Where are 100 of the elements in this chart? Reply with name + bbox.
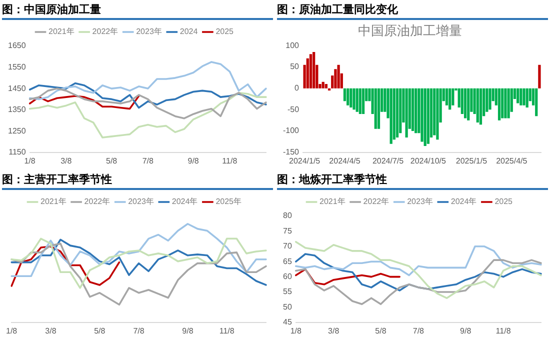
bar [405, 88, 408, 138]
x-tick-label: 2024/1/5 [288, 156, 321, 166]
y-tick-label: 0 [294, 84, 300, 93]
y-tick-label: 1550 [8, 62, 26, 72]
bar [516, 88, 520, 104]
bar [488, 88, 492, 110]
bar [322, 82, 324, 88]
legend-label: 2021年 [320, 197, 346, 206]
x-tick-label: 3/8 [328, 326, 340, 336]
y-tick-label: 60 [282, 272, 292, 282]
x-tick-label: 5/8 [94, 326, 106, 336]
bar [350, 88, 352, 108]
y-tick-label: 65 [282, 256, 292, 266]
y-tick-label: 75 [282, 226, 292, 236]
bar [411, 88, 414, 132]
bar [358, 88, 362, 114]
bar [460, 88, 464, 114]
bar [352, 88, 356, 110]
chart-title: 图：地炼开工率季节性 [277, 170, 548, 190]
x-tick-label: 1/8 [290, 326, 302, 336]
bar [507, 88, 510, 118]
y-tick-label: -100 [282, 126, 300, 136]
bar [306, 58, 309, 88]
y-tick-label: 1150 [8, 148, 26, 157]
bar [486, 88, 488, 112]
bar [448, 88, 452, 110]
legend-label: 2025 [216, 27, 234, 36]
bar [324, 84, 328, 88]
y-tick-label: 80 [282, 211, 292, 220]
bar [377, 88, 380, 129]
x-tick-label: 2024/4/5 [329, 156, 361, 166]
x-tick-label: 3/8 [60, 156, 72, 166]
bar [309, 54, 312, 88]
legend-label: 2022年 [84, 197, 110, 206]
bar [520, 88, 522, 106]
y-tick-label: 1450 [8, 84, 26, 93]
x-tick-label: 2025/4/5 [496, 156, 528, 166]
chart-subtitle: 中国原油加工增量 [358, 23, 462, 38]
bar [346, 88, 350, 106]
legend-label: 2023年 [407, 197, 433, 206]
x-tick-label: 11/8 [219, 326, 235, 336]
bar [467, 88, 470, 120]
x-tick-label: 5/8 [375, 326, 387, 336]
x-tick-label: 11/8 [222, 156, 238, 166]
bar [433, 88, 436, 136]
bar [424, 88, 426, 146]
bar [504, 88, 507, 118]
bar [392, 88, 396, 140]
legend-label: 2025年 [216, 197, 242, 206]
x-tick-label: 2024/10/5 [410, 156, 447, 166]
y-tick-label: -50 [287, 104, 300, 114]
bar [396, 88, 399, 138]
bar [498, 88, 501, 120]
legend-label: 2025 [494, 197, 514, 206]
x-tick-label: 9/8 [182, 326, 194, 336]
y-tick-label: 1250 [8, 126, 26, 136]
x-tick-label: 1/8 [6, 326, 18, 336]
y-tick-label: 50 [282, 302, 292, 312]
bar [479, 88, 482, 125]
y-tick-label: 55 [282, 287, 292, 296]
chart-title: 图：原油加工量同比变化 [277, 0, 548, 20]
x-tick-label: 7/8 [133, 326, 145, 336]
bar [538, 64, 541, 88]
bar [445, 88, 448, 106]
bar [501, 88, 504, 118]
bar [426, 88, 430, 144]
bar [374, 88, 377, 129]
y-tick-label: 100 [286, 40, 300, 50]
y-tick-label: 45 [282, 318, 292, 327]
bar [535, 88, 538, 116]
legend-label: 2023年 [136, 27, 162, 36]
y-tick-label: 1650 [8, 41, 26, 50]
x-tick-label: 5/8 [106, 156, 118, 166]
bar [399, 88, 402, 134]
bar [522, 88, 526, 106]
legend-label: 2024 [180, 27, 198, 36]
x-tick-label: 3/8 [45, 326, 57, 336]
x-tick-label: 2025/1/5 [456, 156, 488, 166]
chart-title: 图：主营开工率季节性 [2, 170, 273, 190]
bar [334, 69, 337, 88]
bar [414, 88, 418, 134]
bar [343, 88, 346, 102]
legend-label: 2022年 [92, 27, 118, 36]
bar [526, 88, 528, 108]
bar [356, 88, 358, 112]
bar [436, 88, 439, 140]
legend-label: 2024年 [172, 197, 198, 206]
legend-label: 2023年 [128, 197, 154, 206]
x-tick-label: 1/8 [24, 156, 36, 166]
x-tick-label: 7/8 [412, 326, 425, 336]
x-tick-label: 9/8 [188, 156, 200, 166]
bar [312, 52, 316, 88]
bar [390, 88, 392, 144]
bar [420, 88, 424, 142]
bar [464, 88, 467, 118]
x-tick-label: 7/8 [142, 156, 154, 166]
x-tick-label: 11/8 [496, 326, 512, 336]
y-tick-label: 1350 [8, 105, 26, 114]
legend-label: 2022年 [363, 197, 390, 206]
bar [362, 88, 365, 114]
